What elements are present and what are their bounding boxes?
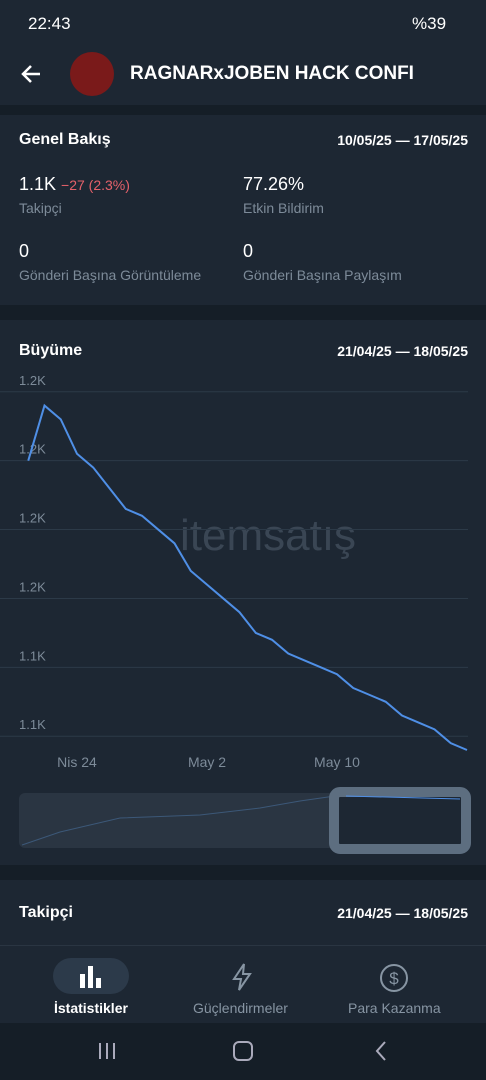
nav-label[interactable]: Para Kazanma xyxy=(348,1000,441,1016)
section-title: Genel Bakış xyxy=(19,131,111,148)
system-nav xyxy=(99,1041,386,1061)
stat-label: Gönderi Başına Paylaşım xyxy=(243,267,402,283)
nav-icon: $ xyxy=(380,964,408,992)
growth-card: Büyüme 21/04/25 — 18/05/25 itemsatış 1.1… xyxy=(0,320,486,865)
x-tick-label: May 10 xyxy=(314,754,360,770)
watermark: itemsatış xyxy=(180,511,356,560)
svg-text:$: $ xyxy=(389,969,399,988)
stat-value: 0 xyxy=(19,241,30,261)
y-tick-label: 1.1K xyxy=(19,648,46,663)
stat-change: −27 (2.3%) xyxy=(61,177,130,193)
stat-label: Etkin Bildirim xyxy=(243,200,324,216)
date-range: 21/04/25 — 18/05/25 xyxy=(337,905,468,921)
range-window[interactable] xyxy=(329,787,471,854)
channel-title: RAGNARxJOBEN HACK CONFI xyxy=(130,63,414,84)
date-range: 10/05/25 — 17/05/25 xyxy=(337,132,468,148)
nav-label[interactable]: Güçlendirmeler xyxy=(193,1000,288,1016)
section-title: Büyüme xyxy=(19,342,83,359)
stat-value: 0 xyxy=(243,241,254,261)
stat-label: Takipçi xyxy=(19,200,62,216)
x-tick-label: May 2 xyxy=(188,754,226,770)
y-tick-label: 1.2K xyxy=(19,511,46,526)
nav-label[interactable]: İstatistikler xyxy=(54,1000,128,1016)
section-title: Takipçi xyxy=(19,904,73,921)
bottom-nav: $ İstatistikler Güçlendirmeler Para Kaza… xyxy=(0,945,486,1023)
channel-avatar xyxy=(70,52,114,96)
stat-value: 77.26% xyxy=(243,174,305,194)
stat-label: Gönderi Başına Görüntüleme xyxy=(19,267,202,283)
stat-value: 1.1K xyxy=(19,174,57,194)
date-range: 21/04/25 — 18/05/25 xyxy=(337,343,468,359)
nav-icon xyxy=(80,966,101,988)
range-preview xyxy=(21,795,336,846)
status-battery: %39 xyxy=(412,14,447,33)
y-tick-label: 1.1K xyxy=(19,717,46,732)
y-tick-label: 1.2K xyxy=(19,373,46,388)
stat-value: 1.1K −27 (2.3%) xyxy=(19,174,130,195)
y-tick-label: 1.2K xyxy=(19,579,46,594)
back-button[interactable] xyxy=(20,62,44,86)
x-tick-label: Nis 24 xyxy=(57,754,97,770)
overview-card: Genel Bakış 10/05/25 — 17/05/25 1.1K −27… xyxy=(0,115,486,305)
followers-card: Takipçi 21/04/25 — 18/05/25 xyxy=(0,880,486,945)
range-preview xyxy=(345,795,461,800)
status-time: 22:43 xyxy=(28,14,71,33)
nav-icon xyxy=(232,963,252,991)
data-line xyxy=(27,403,468,751)
